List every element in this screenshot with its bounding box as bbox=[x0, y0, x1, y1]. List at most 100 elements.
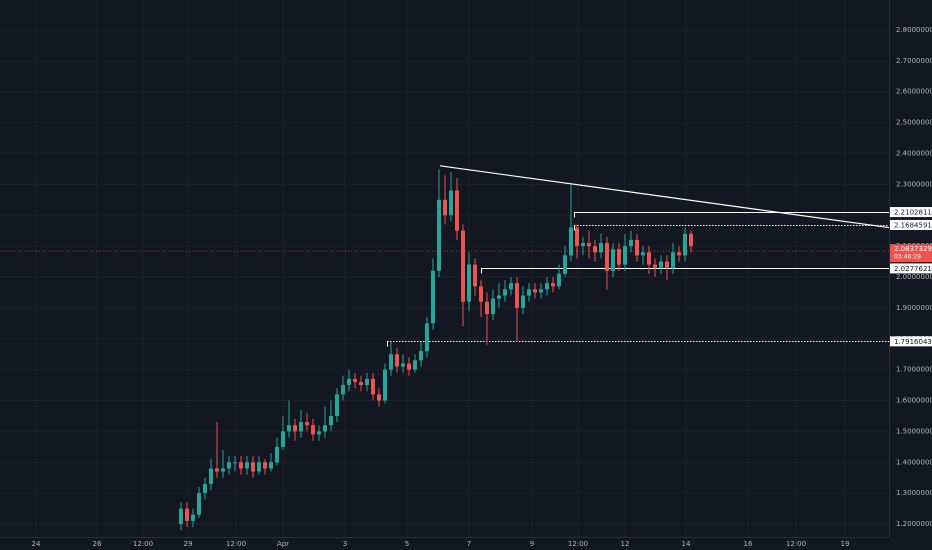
current-price-label: 2.08373294 bbox=[894, 245, 932, 253]
candle-body bbox=[443, 199, 447, 216]
x-tick-label: 12:00 bbox=[133, 540, 153, 548]
candle-body bbox=[641, 252, 645, 256]
candle-body bbox=[593, 246, 597, 253]
x-tick-label: 3 bbox=[343, 540, 347, 548]
candle-body bbox=[275, 446, 279, 463]
candle-body bbox=[389, 354, 393, 370]
level-price-label: 2.16845915 bbox=[894, 221, 932, 229]
candle-body bbox=[323, 425, 327, 432]
candle-body bbox=[485, 301, 489, 315]
candle-body bbox=[563, 255, 567, 274]
x-tick-label: 29 bbox=[184, 540, 193, 548]
candle-body bbox=[413, 360, 417, 370]
candle-body bbox=[317, 431, 321, 435]
x-tick-label: 16 bbox=[744, 540, 753, 548]
candle-body bbox=[347, 378, 351, 386]
candle-body bbox=[491, 298, 495, 315]
candle-body bbox=[353, 378, 357, 382]
candle-body bbox=[677, 252, 681, 256]
level-price-box bbox=[890, 263, 932, 274]
candle-body bbox=[479, 286, 483, 302]
y-tick-label: 1.90000000 bbox=[896, 304, 932, 312]
x-tick-label: 26 bbox=[93, 540, 102, 548]
countdown-label: 03:46:29 bbox=[894, 254, 921, 261]
y-tick-label: 1.40000000 bbox=[896, 458, 932, 466]
candle-body bbox=[557, 273, 561, 287]
x-tick-label: 9 bbox=[530, 540, 534, 548]
candle-body bbox=[431, 270, 435, 324]
y-tick-label: 2.80000000 bbox=[896, 26, 932, 34]
candle-body bbox=[383, 369, 387, 401]
level-price-label: 1.79160439 bbox=[894, 338, 932, 346]
x-tick-label: 7 bbox=[467, 540, 471, 548]
x-tick-label: 14 bbox=[682, 540, 691, 548]
candle-body bbox=[599, 243, 603, 253]
candle-body bbox=[215, 468, 219, 472]
candle-body bbox=[209, 468, 213, 484]
candle-body bbox=[569, 227, 573, 256]
candle-body bbox=[575, 227, 579, 247]
candle-body bbox=[551, 283, 555, 287]
y-tick-label: 1.70000000 bbox=[896, 366, 932, 374]
candle-body bbox=[635, 239, 639, 256]
candle-body bbox=[305, 422, 309, 426]
x-tick-label: 12:00 bbox=[568, 540, 588, 548]
candle-body bbox=[521, 295, 525, 308]
y-tick-label: 2.50000000 bbox=[896, 119, 932, 127]
y-tick-label: 1.60000000 bbox=[896, 397, 932, 405]
y-tick-label: 1.20000000 bbox=[896, 520, 932, 528]
y-tick-label: 2.40000000 bbox=[896, 149, 932, 157]
candle-body bbox=[227, 462, 231, 469]
candle-body bbox=[425, 323, 429, 352]
candle-body bbox=[251, 462, 255, 472]
candle-body bbox=[545, 283, 549, 290]
x-tick-label: 12:00 bbox=[786, 540, 806, 548]
candle-body bbox=[311, 425, 315, 435]
candle-body bbox=[539, 289, 543, 293]
candle-body bbox=[581, 243, 585, 247]
candle-body bbox=[533, 289, 537, 293]
candle-body bbox=[617, 249, 621, 265]
level-price-box bbox=[890, 219, 932, 230]
x-tick-label: Apr bbox=[277, 540, 289, 548]
candle-body bbox=[629, 239, 633, 247]
candle-body bbox=[287, 425, 291, 432]
candle-body bbox=[419, 351, 423, 361]
x-tick-label: 5 bbox=[405, 540, 409, 548]
candle-body bbox=[461, 230, 465, 302]
candle-body bbox=[179, 508, 183, 525]
candle-body bbox=[647, 252, 651, 265]
candle-body bbox=[377, 394, 381, 401]
candle-body bbox=[605, 243, 609, 271]
y-tick-label: 1.30000000 bbox=[896, 489, 932, 497]
candle-body bbox=[233, 462, 237, 464]
candle-body bbox=[299, 422, 303, 432]
x-tick-label: 12 bbox=[621, 540, 630, 548]
candle-body bbox=[653, 264, 657, 268]
candle-body bbox=[473, 264, 477, 287]
candle-body bbox=[611, 249, 615, 271]
level-price-label: 2.02776218 bbox=[894, 265, 932, 273]
candle-body bbox=[395, 354, 399, 367]
candle-body bbox=[365, 378, 369, 386]
candle-body bbox=[683, 233, 687, 256]
y-tick-label: 2.30000000 bbox=[896, 180, 932, 188]
candle-body bbox=[371, 378, 375, 395]
candle-body bbox=[359, 381, 363, 386]
candle-body bbox=[527, 289, 531, 296]
candle-body bbox=[185, 508, 189, 521]
candle-body bbox=[197, 493, 201, 515]
candle-body bbox=[341, 385, 345, 395]
candle-body bbox=[263, 462, 267, 469]
candle-body bbox=[281, 431, 285, 447]
candle-body bbox=[671, 252, 675, 268]
candle-body bbox=[221, 468, 225, 472]
candle-body bbox=[245, 462, 249, 469]
y-tick-label: 1.50000000 bbox=[896, 427, 932, 435]
candle-body bbox=[497, 295, 501, 299]
y-tick-label: 2.00000000 bbox=[896, 273, 932, 281]
candle-body bbox=[329, 415, 333, 426]
candle-body bbox=[665, 261, 669, 268]
